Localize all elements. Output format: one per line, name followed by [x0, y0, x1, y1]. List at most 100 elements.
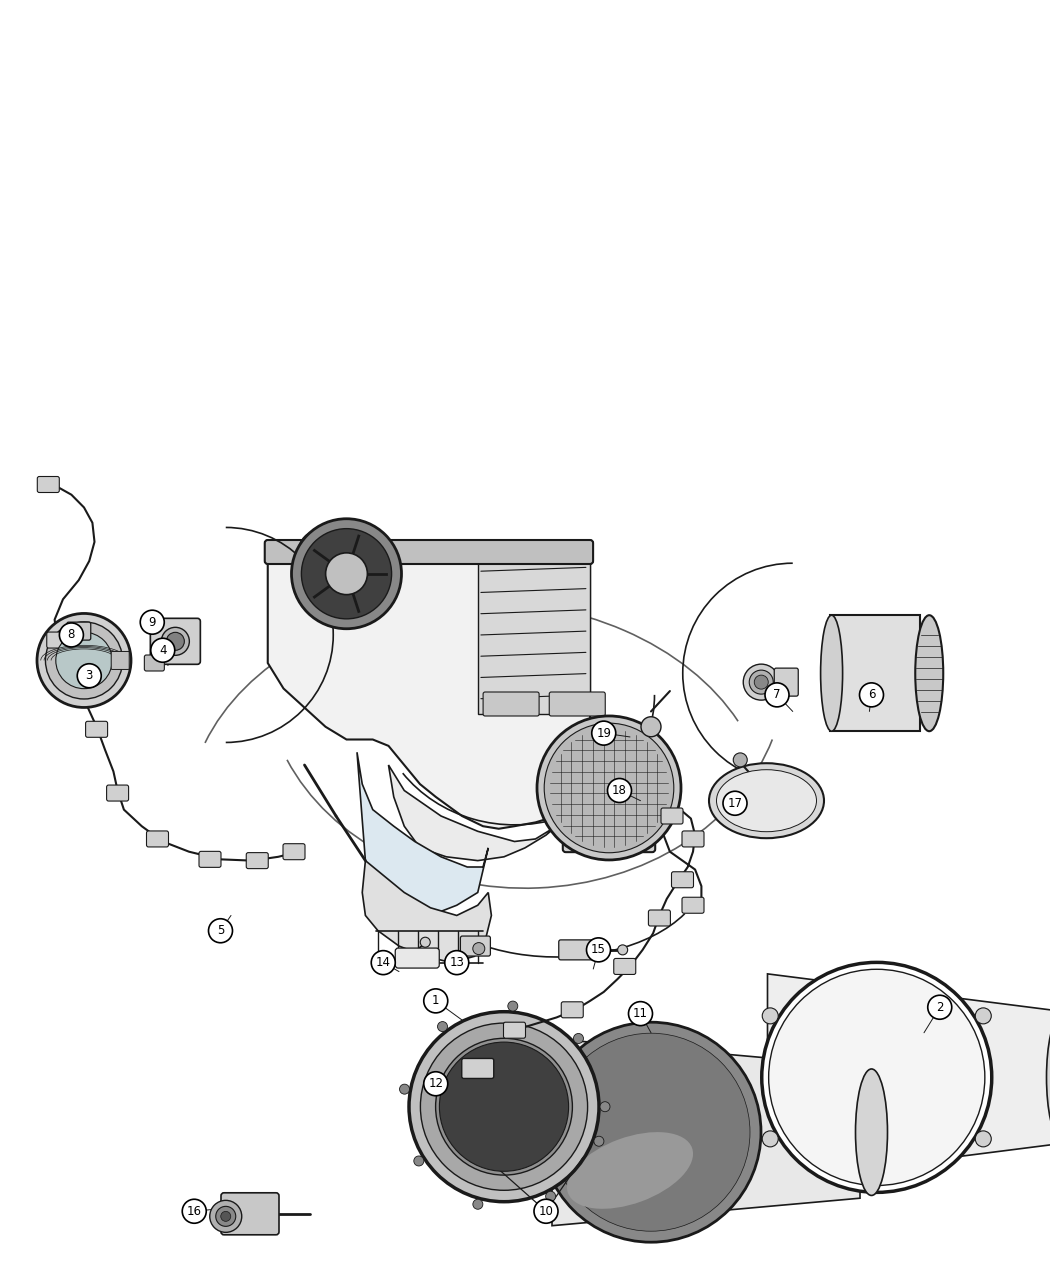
FancyBboxPatch shape [563, 813, 655, 852]
Circle shape [975, 1007, 991, 1024]
FancyBboxPatch shape [462, 1058, 493, 1079]
FancyBboxPatch shape [147, 831, 168, 847]
FancyBboxPatch shape [649, 910, 670, 926]
Text: 18: 18 [612, 784, 627, 797]
FancyBboxPatch shape [200, 852, 220, 867]
Text: 15: 15 [591, 944, 606, 956]
Text: 14: 14 [376, 956, 391, 969]
Circle shape [37, 613, 131, 708]
Circle shape [594, 1136, 604, 1146]
Circle shape [326, 553, 368, 594]
Circle shape [45, 622, 123, 699]
Circle shape [445, 951, 468, 974]
Circle shape [420, 937, 430, 947]
Text: 17: 17 [728, 797, 742, 810]
Text: 16: 16 [187, 1205, 202, 1218]
Polygon shape [357, 752, 488, 915]
FancyBboxPatch shape [682, 831, 704, 847]
Circle shape [60, 623, 83, 646]
Circle shape [537, 717, 681, 859]
Circle shape [534, 1200, 558, 1223]
Ellipse shape [821, 616, 842, 731]
FancyBboxPatch shape [144, 655, 165, 671]
Text: 6: 6 [867, 688, 876, 701]
Text: 9: 9 [148, 616, 156, 629]
Text: 4: 4 [159, 644, 167, 657]
FancyBboxPatch shape [67, 622, 90, 640]
Polygon shape [268, 548, 590, 829]
Text: 13: 13 [449, 956, 464, 969]
Text: 19: 19 [596, 727, 611, 739]
Circle shape [209, 919, 232, 942]
Circle shape [723, 792, 747, 815]
Circle shape [414, 1156, 424, 1165]
Polygon shape [552, 1039, 860, 1225]
FancyBboxPatch shape [504, 1023, 525, 1038]
Circle shape [436, 1038, 572, 1176]
Circle shape [761, 963, 992, 1192]
Circle shape [546, 1191, 555, 1201]
FancyBboxPatch shape [614, 959, 635, 974]
FancyBboxPatch shape [672, 872, 693, 887]
Circle shape [975, 1131, 991, 1148]
FancyBboxPatch shape [460, 936, 490, 956]
Circle shape [592, 722, 615, 745]
Circle shape [541, 1023, 761, 1242]
Circle shape [438, 1021, 447, 1031]
Text: 1: 1 [432, 994, 440, 1007]
Circle shape [420, 1023, 588, 1191]
Circle shape [372, 951, 395, 974]
Circle shape [183, 1200, 206, 1223]
FancyBboxPatch shape [662, 808, 682, 824]
FancyBboxPatch shape [107, 785, 128, 801]
FancyBboxPatch shape [562, 1002, 583, 1017]
Circle shape [508, 1001, 518, 1011]
Ellipse shape [1047, 1017, 1050, 1137]
Circle shape [629, 1002, 652, 1025]
Circle shape [573, 1034, 584, 1043]
FancyBboxPatch shape [150, 618, 201, 664]
FancyBboxPatch shape [265, 541, 593, 564]
FancyBboxPatch shape [247, 853, 268, 868]
FancyBboxPatch shape [38, 477, 59, 492]
Circle shape [860, 683, 883, 706]
Circle shape [552, 1033, 750, 1232]
Circle shape [640, 717, 662, 737]
FancyBboxPatch shape [559, 940, 603, 960]
Text: 12: 12 [428, 1077, 443, 1090]
Circle shape [928, 996, 951, 1019]
FancyBboxPatch shape [284, 844, 304, 859]
Circle shape [472, 1200, 483, 1209]
FancyBboxPatch shape [483, 692, 539, 717]
Circle shape [78, 664, 101, 687]
Ellipse shape [709, 764, 824, 838]
Circle shape [733, 754, 748, 766]
Polygon shape [768, 974, 1050, 1181]
Circle shape [220, 1211, 231, 1221]
Circle shape [141, 611, 164, 634]
Circle shape [608, 779, 631, 802]
Circle shape [151, 639, 174, 662]
Text: 2: 2 [936, 1001, 944, 1014]
Ellipse shape [856, 1068, 887, 1196]
Circle shape [400, 1084, 410, 1094]
Text: 3: 3 [85, 669, 93, 682]
FancyBboxPatch shape [774, 668, 798, 696]
Circle shape [743, 664, 779, 700]
FancyBboxPatch shape [549, 692, 605, 717]
Circle shape [292, 519, 401, 629]
Text: 8: 8 [67, 629, 76, 641]
Ellipse shape [716, 770, 817, 831]
FancyBboxPatch shape [395, 949, 439, 968]
Text: 7: 7 [773, 688, 781, 701]
Circle shape [166, 632, 185, 650]
Polygon shape [362, 861, 491, 963]
Circle shape [298, 530, 342, 574]
Text: 10: 10 [539, 1205, 553, 1218]
Circle shape [762, 1131, 778, 1148]
Circle shape [544, 723, 674, 853]
Circle shape [424, 1072, 447, 1095]
Circle shape [210, 1200, 242, 1233]
Circle shape [750, 671, 773, 694]
FancyBboxPatch shape [682, 898, 704, 913]
